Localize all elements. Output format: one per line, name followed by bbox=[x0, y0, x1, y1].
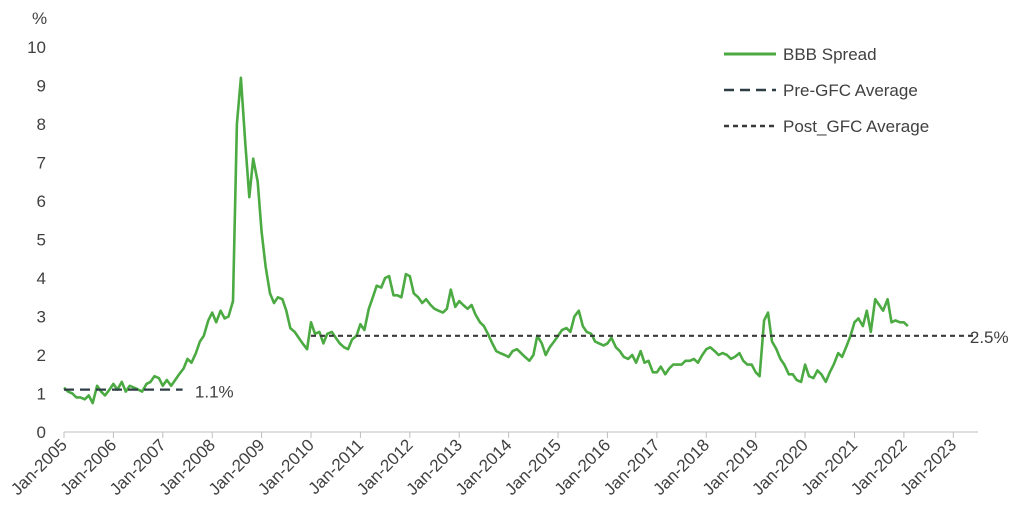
x-axis-ticks: Jan-2005Jan-2006Jan-2007Jan-2008Jan-2009… bbox=[7, 432, 960, 499]
legend-label-pre-gfc-average: Pre-GFC Average bbox=[783, 81, 918, 100]
legend-label-bbb-spread: BBB Spread bbox=[783, 45, 877, 64]
y-tick-label: 6 bbox=[37, 192, 46, 211]
y-tick-label: 2 bbox=[37, 346, 46, 365]
y-tick-label: 4 bbox=[37, 269, 46, 288]
series-line-bbb-spread bbox=[63, 76, 909, 405]
y-unit-label: % bbox=[32, 9, 47, 28]
legend-label-post-gfc-average: Post_GFC Average bbox=[783, 117, 929, 136]
y-axis-ticks: 0 1 2 3 4 5 6 7 8 9 10 bbox=[27, 38, 46, 442]
y-tick-label: 1 bbox=[37, 385, 46, 404]
y-tick-label: 10 bbox=[27, 38, 46, 57]
post-gfc-average-label: 2.5% bbox=[970, 328, 1009, 347]
y-tick-label: 8 bbox=[37, 115, 46, 134]
y-tick-label: 9 bbox=[37, 77, 46, 96]
legend: BBB Spread Pre-GFC Average Post_GFC Aver… bbox=[724, 45, 929, 136]
y-tick-label: 0 bbox=[37, 423, 46, 442]
y-tick-label: 3 bbox=[37, 308, 46, 327]
y-tick-label: 7 bbox=[37, 154, 46, 173]
pre-gfc-average-label: 1.1% bbox=[195, 383, 234, 402]
y-tick-label: 5 bbox=[37, 231, 46, 250]
series-group bbox=[63, 76, 978, 405]
